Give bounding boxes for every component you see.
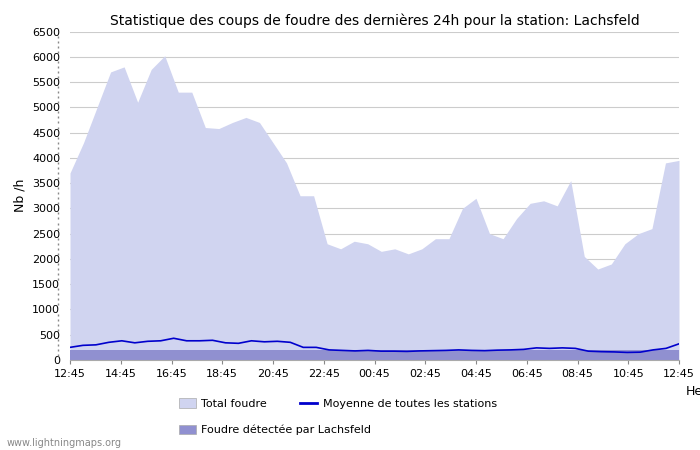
Title: Statistique des coups de foudre des dernières 24h pour la station: Lachsfeld: Statistique des coups de foudre des dern… [110, 13, 639, 27]
Y-axis label: Nb /h: Nb /h [13, 179, 27, 212]
Legend: Foudre détectée par Lachsfeld: Foudre détectée par Lachsfeld [179, 425, 371, 435]
Text: www.lightningmaps.org: www.lightningmaps.org [7, 438, 122, 448]
Text: Heure: Heure [686, 385, 700, 398]
